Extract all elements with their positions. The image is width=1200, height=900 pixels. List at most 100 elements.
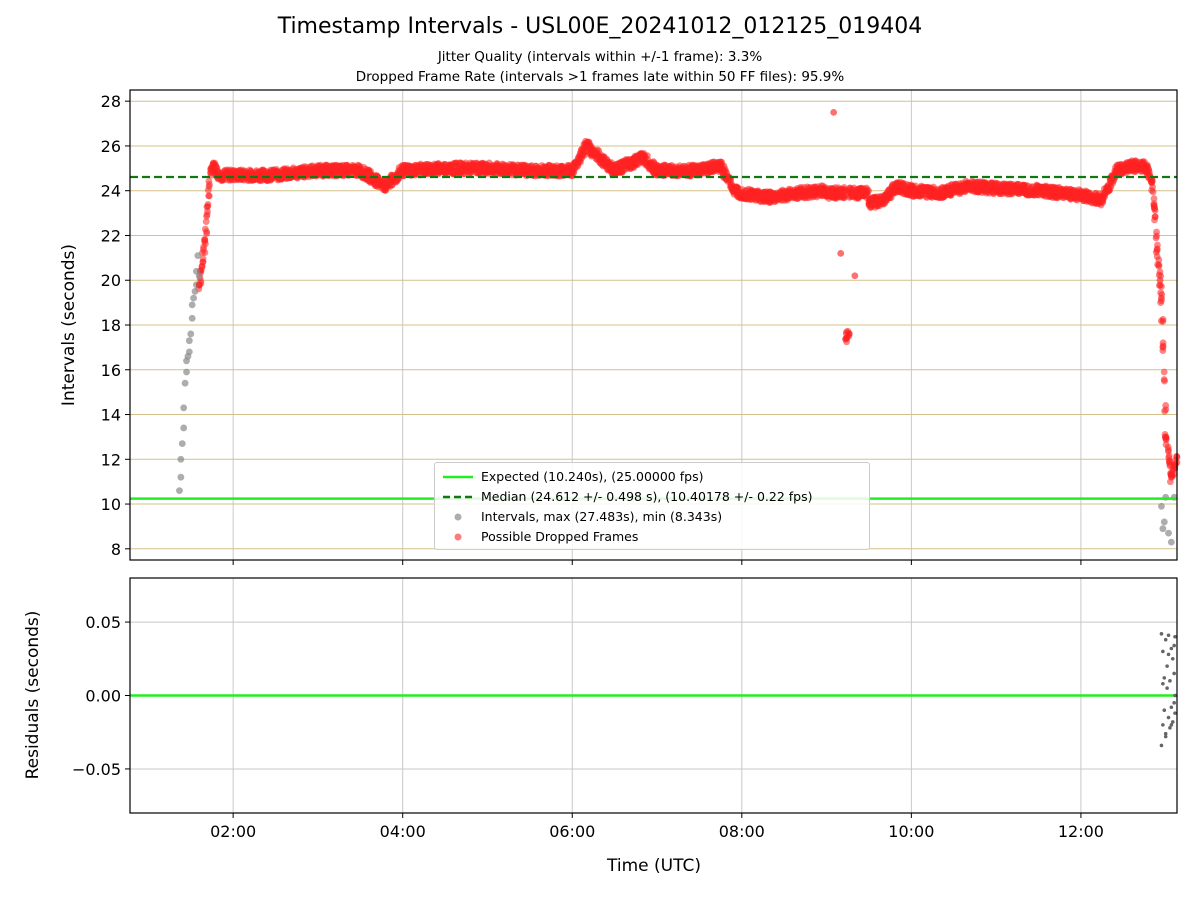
residual-point <box>1172 643 1176 648</box>
dropped-frame-point <box>1149 188 1157 196</box>
legend-swatch-median <box>443 495 473 499</box>
dropped-frame-point <box>568 167 576 174</box>
dropped-frame-point <box>1149 183 1157 191</box>
residual-point <box>1168 679 1172 683</box>
dropped-frame-point <box>653 167 661 174</box>
dropped-frame-point <box>1098 196 1106 204</box>
top-y-tick-label: 14 <box>101 406 121 425</box>
top-y-tick-label: 10 <box>101 495 121 514</box>
dropped-frame-point <box>696 167 703 174</box>
interval-point <box>180 404 188 412</box>
top-y-tick-label: 28 <box>101 92 121 111</box>
dropped-frame-point <box>205 183 213 191</box>
dropped-frame-point <box>201 225 209 233</box>
dropped-frame-point <box>1158 294 1165 302</box>
dropped-frame-point <box>1141 162 1148 170</box>
bottom-y-axis-label: Residuals (seconds) <box>23 611 43 780</box>
top-y-tick-label: 24 <box>101 182 121 201</box>
legend-label-intervals: Intervals, max (27.483s), min (8.343s) <box>481 509 723 524</box>
dropped-frame-point <box>1153 245 1161 253</box>
bottom-y-tick-label: 0.00 <box>85 687 121 706</box>
dropped-frame-point <box>1150 195 1158 203</box>
residual-point <box>1161 649 1165 654</box>
interval-point <box>1159 525 1167 533</box>
residual-point <box>1168 726 1172 730</box>
residual-point <box>1166 633 1171 638</box>
dropped-frame-point <box>1157 317 1165 325</box>
interval-point <box>176 487 183 495</box>
residual-point <box>1165 664 1169 668</box>
dropped-frame-point <box>879 196 887 204</box>
dropped-frame-point <box>794 189 802 197</box>
dropped-frame-point <box>1164 443 1172 451</box>
dropped-frame-point <box>204 202 212 210</box>
legend-label-median: Median (24.612 +/- 0.498 s), (10.40178 +… <box>481 489 813 504</box>
dropped-frame-point <box>1155 256 1163 264</box>
dropped-frame-point <box>837 249 845 257</box>
top-y-tick-label: 26 <box>101 137 121 156</box>
dropped-frame-point <box>195 281 203 289</box>
dropped-frame-point <box>992 185 1000 192</box>
interval-point <box>195 272 203 280</box>
chart-subtitle-dropped: Dropped Frame Rate (intervals >1 frames … <box>355 69 845 85</box>
dropped-frame-point <box>1112 167 1120 174</box>
dropped-frame-point <box>1150 205 1158 213</box>
bottom-plot-frame <box>129 577 1178 814</box>
residual-point <box>1162 708 1167 712</box>
intervals-plot: 8 10 12 14 16 18 20 22 24 26 28 <box>101 89 1181 565</box>
x-tick-label: 08:00 <box>719 822 765 841</box>
dropped-frame-point <box>1155 261 1163 269</box>
dropped-frame-point <box>1162 433 1170 441</box>
dropped-frame-point <box>582 142 590 150</box>
top-y-tick-label: 18 <box>101 316 121 335</box>
dropped-frame-point <box>205 177 213 185</box>
legend-item-median: Median (24.612 +/- 0.498 s), (10.40178 +… <box>435 487 869 507</box>
dropped-frame-point <box>209 160 217 168</box>
dropped-frame-point <box>845 330 853 338</box>
legend: Expected (10.240s), (25.00000 fps) Media… <box>434 462 870 550</box>
residuals-plot: 02:00 04:00 06:00 08:00 10:00 12:00 −0.05 0.00 0… <box>72 577 1178 841</box>
dropped-frame-point <box>484 164 491 172</box>
dropped-frame-point <box>399 167 407 174</box>
dropped-frame-point <box>198 263 206 271</box>
legend-swatch-expected <box>443 475 473 479</box>
dropped-frame-point <box>205 192 213 200</box>
chart-title: Timestamp Intervals - USL00E_20241012_01… <box>277 14 923 39</box>
dropped-frame-point <box>207 169 214 177</box>
interval-point <box>190 294 197 302</box>
x-axis-label: Time (UTC) <box>606 856 701 876</box>
dropped-frame-point <box>199 255 207 263</box>
residual-point <box>1165 686 1169 690</box>
legend-item-intervals: Intervals, max (27.483s), min (8.343s) <box>435 507 869 527</box>
dropped-frame-point <box>893 182 901 190</box>
dropped-frame-point <box>1160 368 1168 376</box>
dropped-frame-point <box>823 187 830 195</box>
top-plot-frame <box>129 89 1178 561</box>
residual-point <box>1163 637 1168 642</box>
residual-point <box>1163 731 1168 736</box>
residual-point <box>1170 720 1175 724</box>
dropped-frame-point <box>1165 452 1173 460</box>
interval-point <box>1158 502 1165 510</box>
dropped-frame-point <box>936 189 944 197</box>
residual-point <box>1170 656 1175 661</box>
x-tick-label: 12:00 <box>1058 822 1104 841</box>
chart-subtitle-jitter: Jitter Quality (intervals within +/-1 fr… <box>437 49 763 65</box>
x-tick-label: 02:00 <box>210 822 256 841</box>
dropped-frame-point <box>382 182 390 190</box>
residual-point <box>1162 676 1167 680</box>
residual-point <box>1161 723 1165 727</box>
dropped-frame-point <box>964 182 972 190</box>
dropped-frame-point <box>1171 465 1179 473</box>
dropped-frame-point <box>1160 376 1168 383</box>
residual-point <box>1159 632 1164 636</box>
dropped-frame-point <box>865 200 873 208</box>
dropped-frame-point <box>1151 213 1159 221</box>
dropped-frame-point <box>314 167 322 174</box>
x-tick-label: 10:00 <box>888 822 934 841</box>
top-y-tick-label: 8 <box>111 540 121 559</box>
residual-point <box>1169 646 1174 651</box>
interval-point <box>177 473 185 481</box>
interval-point <box>181 379 189 387</box>
dropped-frame-point <box>639 153 647 161</box>
